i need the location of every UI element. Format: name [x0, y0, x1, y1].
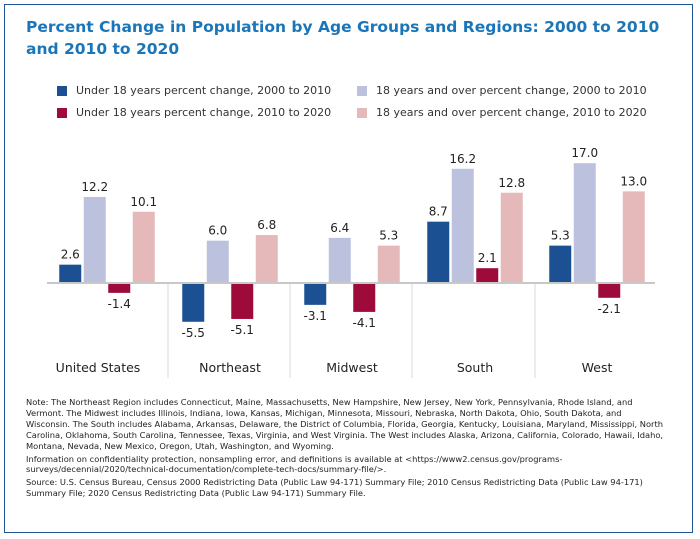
data-label: 6.0 [208, 224, 227, 238]
bar [83, 196, 106, 283]
legend-swatch [357, 107, 367, 118]
data-label: 6.4 [330, 221, 349, 235]
chart-title: Percent Change in Population by Age Grou… [26, 18, 660, 58]
category-label: Midwest [326, 360, 378, 375]
bar [353, 283, 376, 312]
data-label: 13.0 [620, 174, 647, 188]
data-label: 16.2 [449, 152, 476, 166]
data-label: -5.5 [182, 326, 205, 340]
data-label: -4.1 [353, 316, 376, 330]
category-label: West [582, 360, 613, 375]
bar [476, 268, 499, 283]
data-label: 12.2 [81, 180, 108, 194]
legend-label: 18 years and over percent change, 2010 t… [376, 106, 647, 119]
bar [549, 245, 572, 283]
data-label: 17.0 [571, 146, 598, 160]
category-label: South [457, 360, 493, 375]
bar [132, 211, 155, 283]
note-source: Source: U.S. Census Bureau, Census 2000 … [26, 477, 643, 499]
data-label: 8.7 [429, 205, 448, 219]
data-label: 6.8 [257, 218, 276, 232]
legend-label: Under 18 years percent change, 2010 to 2… [76, 106, 332, 119]
bar [206, 240, 229, 283]
legend-item-under18-2000-2010: Under 18 years percent change, 2000 to 2… [57, 84, 331, 97]
bar [573, 163, 596, 283]
note-regions: Note: The Northeast Region includes Conn… [26, 397, 664, 451]
legend-item-18plus-2000-2010: 18 years and over percent change, 2000 t… [357, 84, 647, 97]
bar [328, 237, 351, 283]
category-label: United States [56, 360, 141, 375]
bar [304, 283, 327, 305]
bar [427, 221, 450, 283]
legend-item-18plus-2010-2020: 18 years and over percent change, 2010 t… [357, 106, 647, 119]
bar [500, 192, 523, 283]
legend-swatch [57, 107, 67, 118]
legend-swatch [57, 85, 67, 96]
data-label: 5.3 [551, 229, 570, 243]
bar [598, 283, 621, 298]
data-label: 2.6 [61, 248, 80, 262]
data-label: 10.1 [130, 195, 157, 209]
data-label: 2.1 [478, 251, 497, 265]
data-label: 5.3 [379, 229, 398, 243]
data-label: -3.1 [304, 309, 327, 323]
bar [622, 191, 645, 283]
category-label: Northeast [199, 360, 261, 375]
bar [108, 283, 131, 293]
data-label: 12.8 [498, 176, 525, 190]
bar [59, 264, 82, 283]
bar [231, 283, 254, 319]
bar [255, 235, 278, 283]
data-label: -5.1 [231, 323, 254, 337]
legend-item-under18-2010-2020: Under 18 years percent change, 2010 to 2… [57, 106, 331, 119]
legend-swatch [357, 85, 367, 96]
legend-label: 18 years and over percent change, 2000 t… [376, 84, 647, 97]
bar [182, 283, 205, 322]
bar [451, 168, 474, 283]
data-label: -1.4 [108, 297, 131, 311]
chart-notes: Note: The Northeast Region includes Conn… [26, 397, 666, 501]
data-label: -2.1 [598, 302, 621, 316]
bar [377, 245, 400, 283]
note-confidentiality: Information on confidentiality protectio… [26, 453, 563, 475]
legend-label: Under 18 years percent change, 2000 to 2… [76, 84, 332, 97]
